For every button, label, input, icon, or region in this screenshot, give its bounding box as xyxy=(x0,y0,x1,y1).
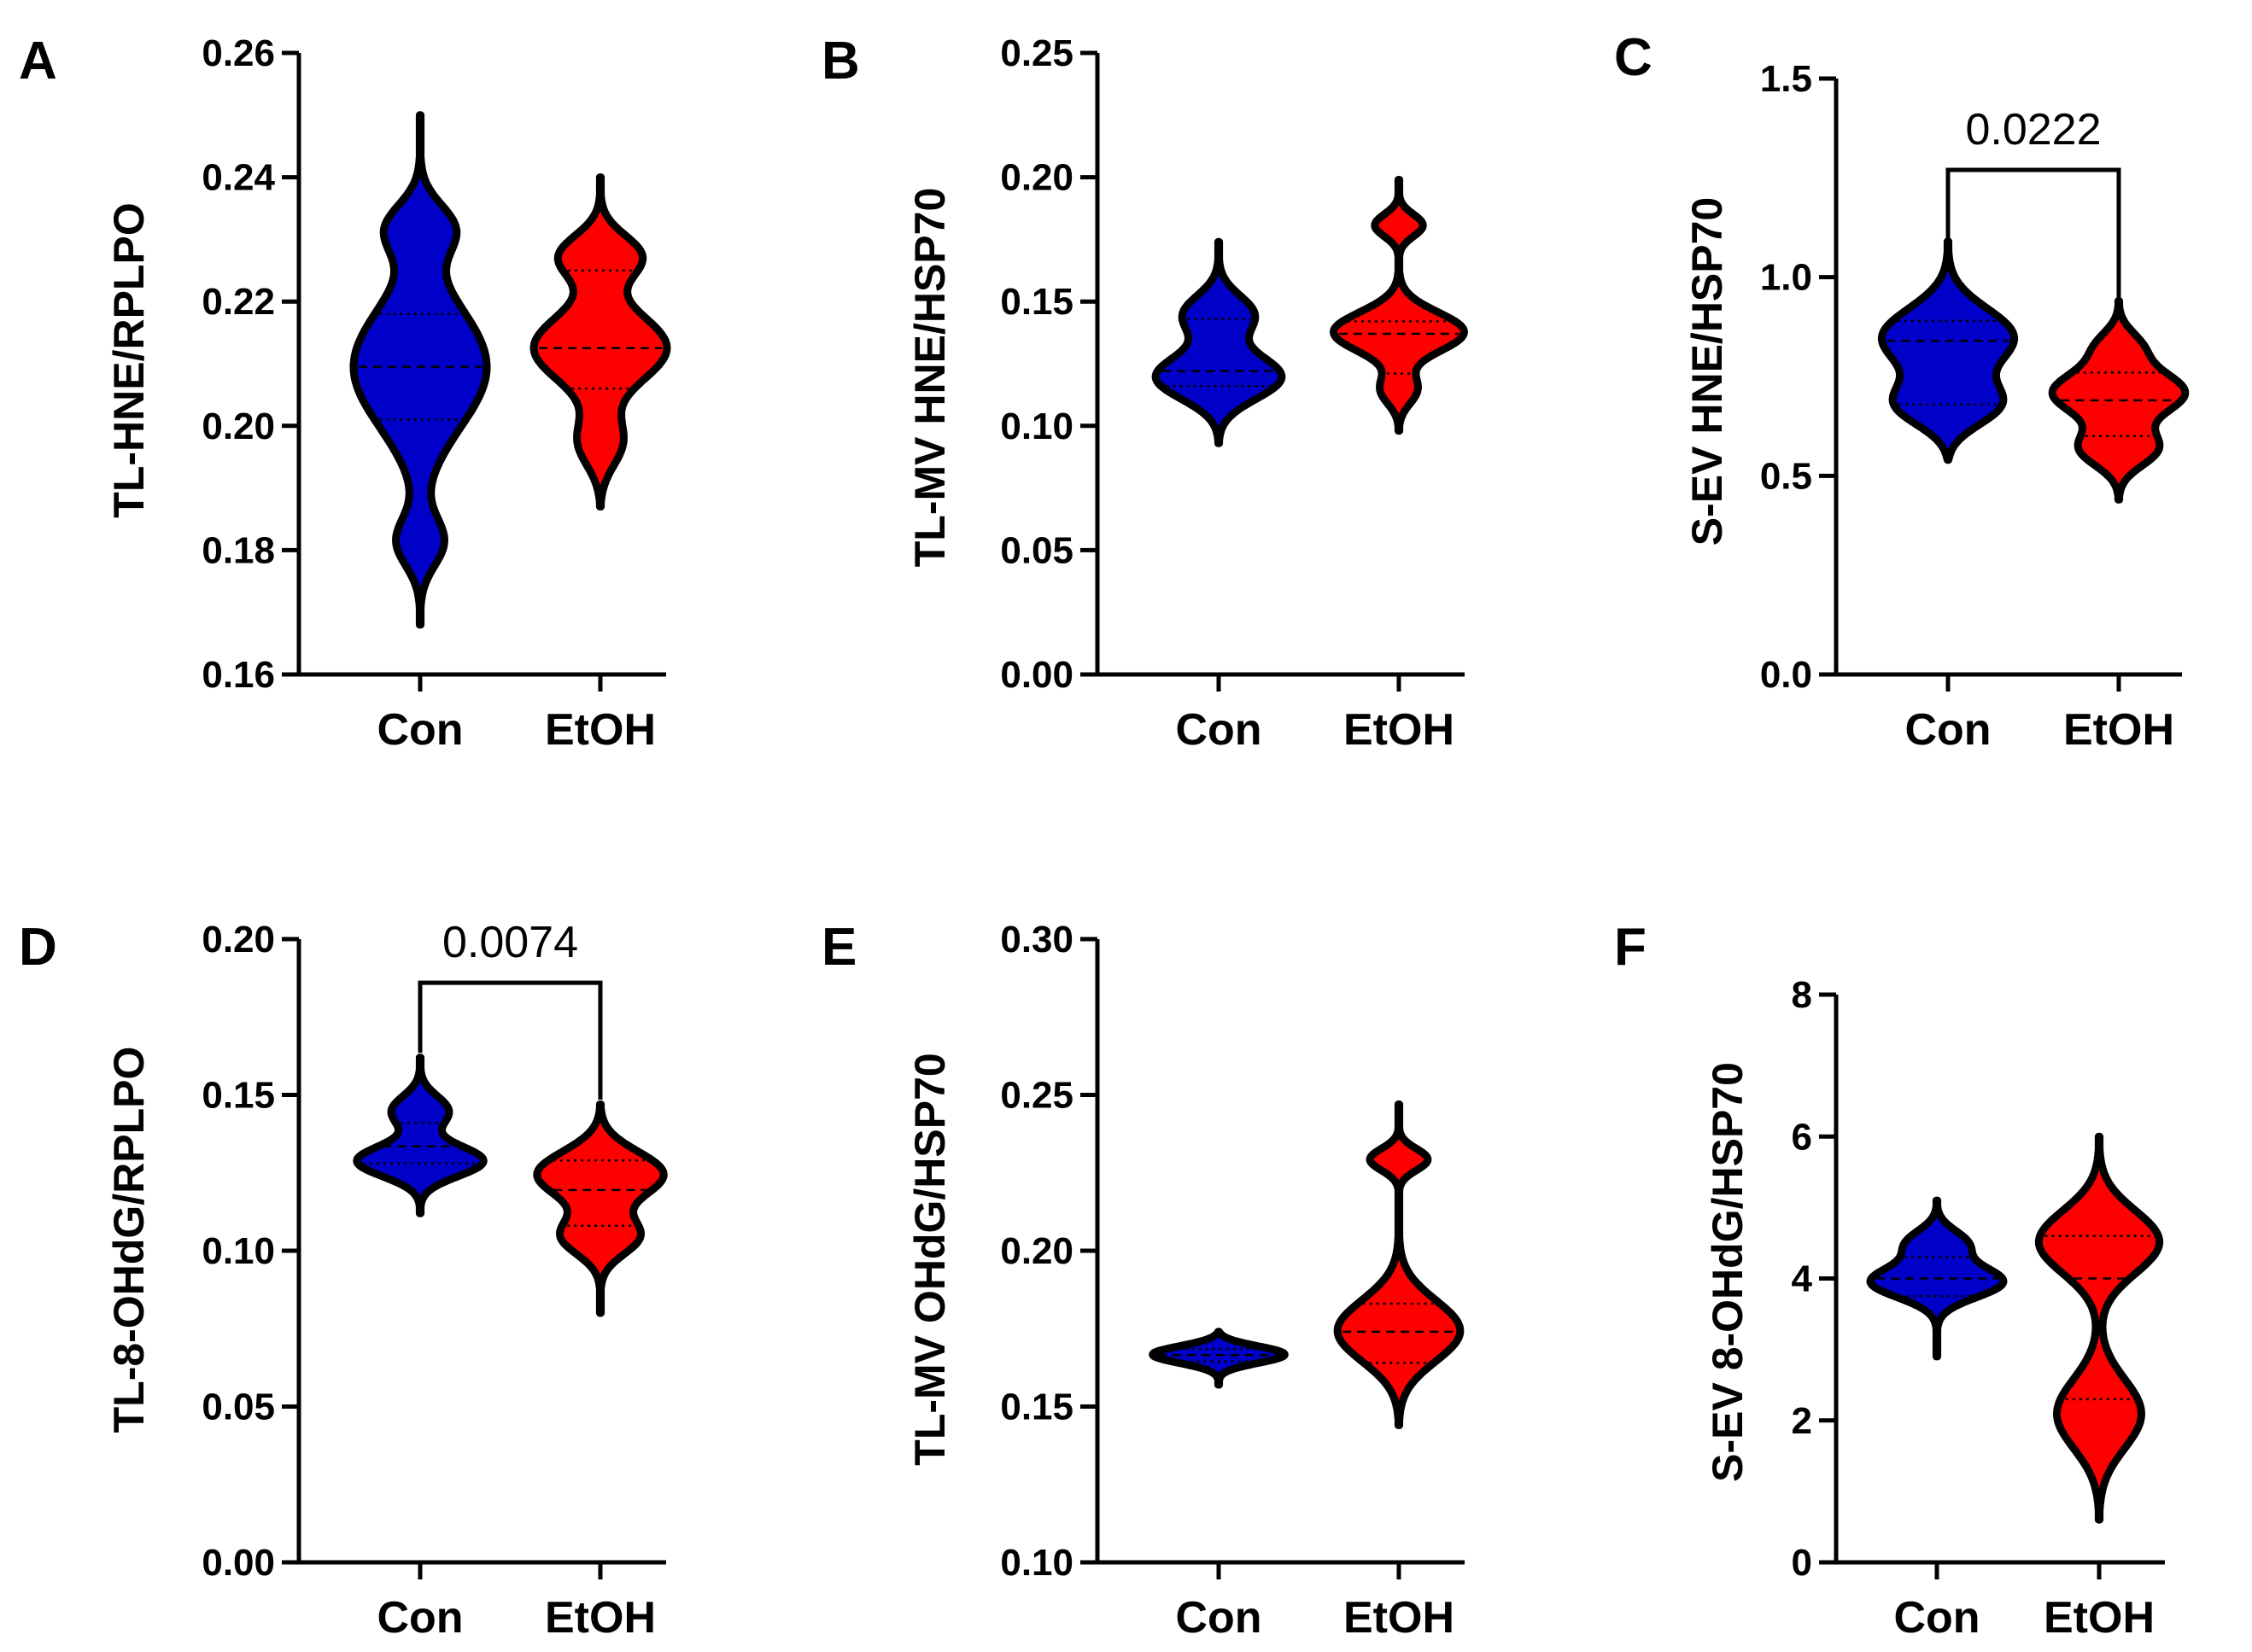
y-tick-label: 0.24 xyxy=(202,157,275,199)
panel-a: A TL-HNE/RPLPO 0.16 0.18 0.20 0.22 0.24 0.26 C… xyxy=(19,32,671,755)
y-axis-title: TL-MV HNE/HSP70 xyxy=(906,188,954,568)
violin-etoh xyxy=(2048,297,2190,504)
y-tick-label: 1.0 xyxy=(1760,257,1812,299)
x-tick-label: Con xyxy=(1893,1593,1980,1643)
x-tick-label: Con xyxy=(1175,1593,1261,1643)
violins xyxy=(1866,1132,2164,1524)
y-tick-label: 0.00 xyxy=(202,1542,275,1584)
y-tick-label: 0.16 xyxy=(202,654,275,696)
x-tick-label: EtOH xyxy=(545,1593,656,1643)
panel-f: F S-EV 8-OHdG/HSP70 0 2 4 6 8 Con EtOH xyxy=(1614,918,2165,1643)
violin-con xyxy=(1151,237,1286,447)
y-axis-title: S-EV HNE/HSP70 xyxy=(1683,197,1731,546)
violin-etoh xyxy=(2034,1132,2164,1524)
axis: 0.00 0.05 0.10 0.15 0.20 Con EtOH xyxy=(202,919,666,1643)
violin-con xyxy=(1149,1328,1289,1389)
y-tick-label: 0.20 xyxy=(202,406,275,447)
x-tick-label: Con xyxy=(377,1593,463,1643)
violins xyxy=(353,1054,668,1317)
y-tick-label: 0.18 xyxy=(202,529,275,571)
panel-letter: B xyxy=(822,32,860,90)
violins xyxy=(1877,237,2190,504)
y-tick-label: 6 xyxy=(1792,1116,1812,1158)
panel-letter: A xyxy=(19,32,57,90)
axis: 0.10 0.15 0.20 0.25 0.30 Con EtOH xyxy=(1000,919,1465,1643)
y-axis-title: TL-HNE/RPLPO xyxy=(105,202,153,517)
violins xyxy=(1149,1100,1465,1429)
violin-etoh xyxy=(529,173,671,511)
y-tick-label: 1.5 xyxy=(1760,58,1812,100)
annotation: 0.0222 xyxy=(1945,105,2121,301)
x-tick-label: EtOH xyxy=(2063,705,2174,755)
panel-c: C S-EV HNE/HSP70 0.0 0.5 1.0 1.5 Con EtOH 0.0… xyxy=(1614,28,2190,755)
y-tick-label: 0 xyxy=(1792,1542,1812,1584)
y-tick-label: 0.26 xyxy=(202,32,275,74)
x-tick-label: EtOH xyxy=(1343,705,1454,755)
y-tick-label: 0.20 xyxy=(202,919,275,960)
y-tick-label: 0.20 xyxy=(1000,1230,1073,1272)
y-axis-title: TL-8-OHdG/RPLPO xyxy=(105,1047,153,1433)
x-tick-label: EtOH xyxy=(1343,1593,1454,1643)
y-tick-label: 0.20 xyxy=(1000,157,1073,199)
violin-con xyxy=(349,111,491,629)
violin-etoh xyxy=(1330,176,1468,435)
panel-b: B TL-MV HNE/HSP70 0.000.050.100.150.200.… xyxy=(822,32,1468,755)
y-tick-label: 0.15 xyxy=(1000,1386,1073,1428)
axis: 0.16 0.18 0.20 0.22 0.24 0.26 Con EtOH xyxy=(202,32,666,755)
y-tick-label: 0.10 xyxy=(202,1230,275,1272)
significance-bracket xyxy=(418,980,603,1100)
x-tick-label: Con xyxy=(1175,705,1261,755)
annotation: 0.0074 xyxy=(418,918,603,1100)
y-tick-label: 0.30 xyxy=(1000,919,1073,960)
y-tick-label: 0.25 xyxy=(1000,1075,1073,1117)
violin-etoh xyxy=(533,1100,668,1317)
significance-bracket xyxy=(1945,167,2121,301)
p-value-label: 0.0074 xyxy=(442,918,578,967)
x-tick-label: EtOH xyxy=(545,705,656,755)
panel-letter: D xyxy=(19,918,57,977)
violins xyxy=(1151,176,1468,447)
violin-con xyxy=(1877,237,2019,464)
violin-con xyxy=(353,1054,488,1217)
y-tick-label: 8 xyxy=(1792,974,1812,1016)
y-tick-label: 0.15 xyxy=(1000,281,1073,323)
violin-etoh xyxy=(1333,1100,1465,1429)
y-tick-label: 0.0 xyxy=(1760,654,1812,696)
y-axis-title: TL-MV OHdG/HSP70 xyxy=(906,1053,954,1465)
violins xyxy=(349,111,671,629)
panel-letter: C xyxy=(1614,28,1652,87)
x-tick-label: Con xyxy=(377,705,463,755)
axis: 0.0 0.5 1.0 1.5 Con EtOH xyxy=(1760,58,2182,755)
y-tick-label: 0.10 xyxy=(1000,1542,1073,1584)
x-tick-label: Con xyxy=(1904,705,1991,755)
panel-d: D TL-8-OHdG/RPLPO 0.00 0.05 0.10 0.15 0.20 Co… xyxy=(19,918,668,1643)
y-tick-label: 0.00 xyxy=(1000,654,1073,696)
y-tick-label: 0.5 xyxy=(1760,455,1812,497)
y-tick-label: 0.05 xyxy=(1000,529,1073,571)
y-tick-label: 0.25 xyxy=(1000,32,1073,74)
x-tick-label: EtOH xyxy=(2044,1593,2155,1643)
axis: 0.00 0.05 0.10 0.15 0.20 0.25 Con EtOH xyxy=(1000,32,1465,755)
y-tick-label: 4 xyxy=(1792,1258,1813,1300)
axis: 0 2 4 6 8 Con EtOH xyxy=(1792,974,2165,1643)
y-tick-label: 0.22 xyxy=(202,281,275,323)
p-value-label: 0.0222 xyxy=(1965,105,2101,155)
y-tick-label: 0.15 xyxy=(202,1075,275,1117)
y-tick-label: 2 xyxy=(1792,1400,1812,1442)
y-tick-label: 0.10 xyxy=(1000,406,1073,447)
panel-e: E TL-MV OHdG/HSP70 0.10 0.15 0.20 0.25 0.30 C… xyxy=(822,918,1465,1643)
y-tick-label: 0.05 xyxy=(202,1386,275,1428)
y-axis-title: S-EV 8-OHdG/HSP70 xyxy=(1704,1062,1752,1482)
panel-letter: E xyxy=(822,918,857,977)
panel-letter: F xyxy=(1614,918,1647,977)
